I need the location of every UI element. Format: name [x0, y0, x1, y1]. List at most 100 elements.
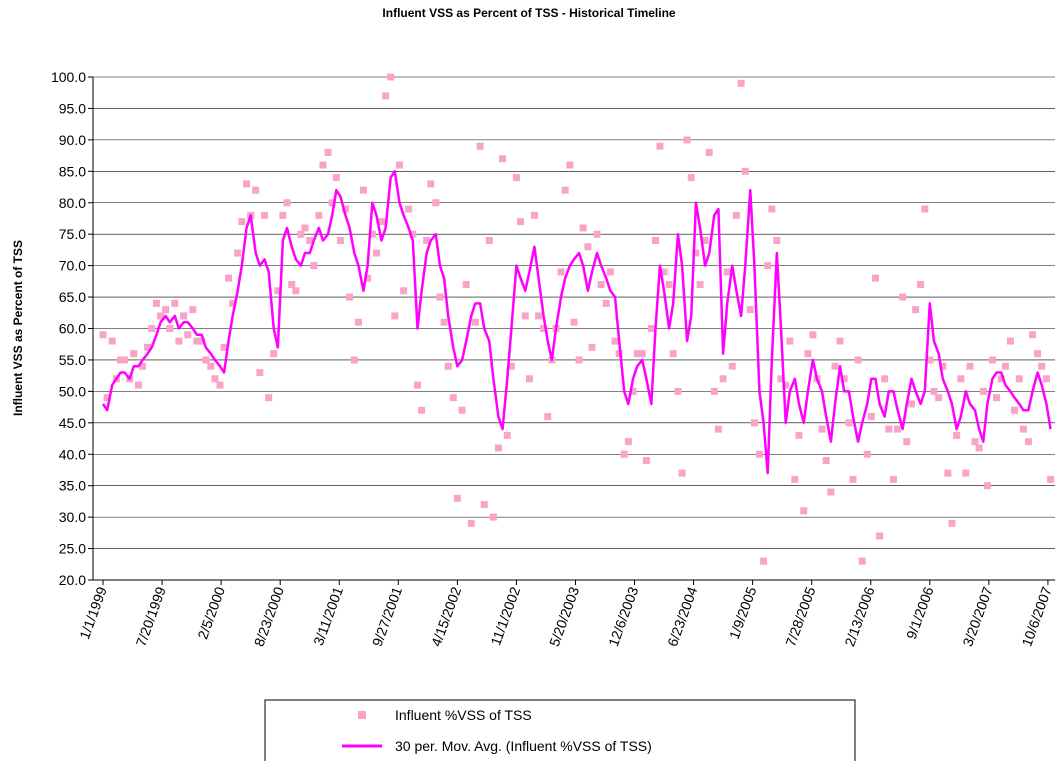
- data-point: [252, 186, 260, 194]
- y-tick-label: 40.0: [59, 446, 86, 462]
- data-point: [395, 161, 403, 169]
- data-point: [494, 444, 502, 452]
- y-tick-label: 75.0: [59, 226, 86, 242]
- x-tick-label: 1/1/1999: [76, 584, 110, 641]
- data-point: [216, 381, 224, 389]
- data-point: [696, 280, 704, 288]
- data-point: [638, 350, 646, 358]
- data-point: [288, 280, 296, 288]
- data-point: [544, 413, 552, 421]
- data-point: [921, 205, 929, 213]
- data-point: [207, 362, 215, 370]
- data-point: [692, 249, 700, 257]
- data-point: [840, 375, 848, 383]
- data-point: [350, 356, 358, 364]
- data-point: [845, 419, 853, 427]
- data-point: [238, 218, 246, 226]
- data-point: [391, 312, 399, 320]
- data-point: [633, 350, 641, 358]
- data-point: [795, 431, 803, 439]
- data-point: [405, 205, 413, 213]
- data-point: [755, 450, 763, 458]
- data-point: [669, 350, 677, 358]
- data-point: [234, 249, 242, 257]
- data-point: [336, 236, 344, 244]
- data-point: [423, 236, 431, 244]
- x-tick-label: 8/23/2000: [251, 584, 287, 648]
- data-point: [678, 469, 686, 477]
- data-point: [130, 350, 138, 358]
- data-point: [804, 350, 812, 358]
- data-point: [193, 337, 201, 345]
- data-point: [988, 356, 996, 364]
- data-point: [602, 299, 610, 307]
- data-point: [777, 375, 785, 383]
- data-point: [854, 356, 862, 364]
- y-tick-label: 70.0: [59, 258, 86, 274]
- data-point: [606, 268, 614, 276]
- x-tick-label: 3/20/2007: [959, 584, 995, 648]
- data-point: [818, 425, 826, 433]
- data-point: [773, 236, 781, 244]
- data-point: [930, 387, 938, 395]
- data-point: [225, 274, 233, 282]
- data-point: [157, 312, 165, 320]
- data-point: [732, 211, 740, 219]
- data-point: [346, 293, 354, 301]
- data-point: [737, 79, 745, 87]
- x-tick-label: 11/1/2002: [487, 584, 523, 647]
- data-point: [180, 312, 188, 320]
- y-tick-label: 90.0: [59, 132, 86, 148]
- data-point: [171, 299, 179, 307]
- data-point: [912, 306, 920, 314]
- data-point: [849, 475, 857, 483]
- data-point: [332, 174, 340, 182]
- data-point: [822, 457, 830, 465]
- data-point: [306, 236, 314, 244]
- data-point: [889, 475, 897, 483]
- x-tick-label: 2/13/2006: [841, 584, 877, 648]
- data-point: [588, 343, 596, 351]
- x-tick-label: 12/6/2003: [605, 584, 641, 648]
- data-point: [683, 136, 691, 144]
- data-point: [885, 425, 893, 433]
- x-tick-label: 10/6/2007: [1018, 584, 1054, 648]
- data-point: [387, 73, 395, 81]
- data-point: [310, 262, 318, 270]
- data-point: [324, 148, 332, 156]
- data-point: [741, 167, 749, 175]
- y-tick-label: 65.0: [59, 289, 86, 305]
- data-point: [444, 362, 452, 370]
- y-tick-label: 95.0: [59, 100, 86, 116]
- data-point: [265, 394, 273, 402]
- data-point: [359, 186, 367, 194]
- data-point: [382, 92, 390, 100]
- data-point: [647, 325, 655, 332]
- data-point: [364, 274, 372, 282]
- x-tick-label: 9/27/2001: [369, 584, 405, 648]
- data-point: [656, 142, 664, 150]
- moving-average-line: [101, 170, 1052, 475]
- data-point: [957, 375, 965, 383]
- y-tick-label: 30.0: [59, 509, 86, 525]
- data-point: [760, 557, 768, 565]
- chart-title: Influent VSS as Percent of TSS - Histori…: [382, 6, 676, 20]
- y-tick-label: 25.0: [59, 541, 86, 557]
- data-point: [983, 482, 991, 490]
- data-point: [354, 318, 362, 326]
- data-point: [1038, 362, 1046, 370]
- data-point: [189, 306, 197, 314]
- data-point: [256, 369, 264, 377]
- data-point: [507, 362, 515, 370]
- data-point: [476, 142, 484, 150]
- x-tick-label: 5/20/2003: [546, 584, 582, 648]
- data-point: [152, 299, 160, 307]
- data-point: [566, 161, 574, 169]
- data-point: [948, 519, 956, 527]
- data-point: [1024, 438, 1032, 446]
- x-tick-label: 9/1/2006: [903, 584, 937, 641]
- data-point: [489, 513, 497, 521]
- y-tick-label: 50.0: [59, 383, 86, 399]
- data-point: [1011, 406, 1019, 414]
